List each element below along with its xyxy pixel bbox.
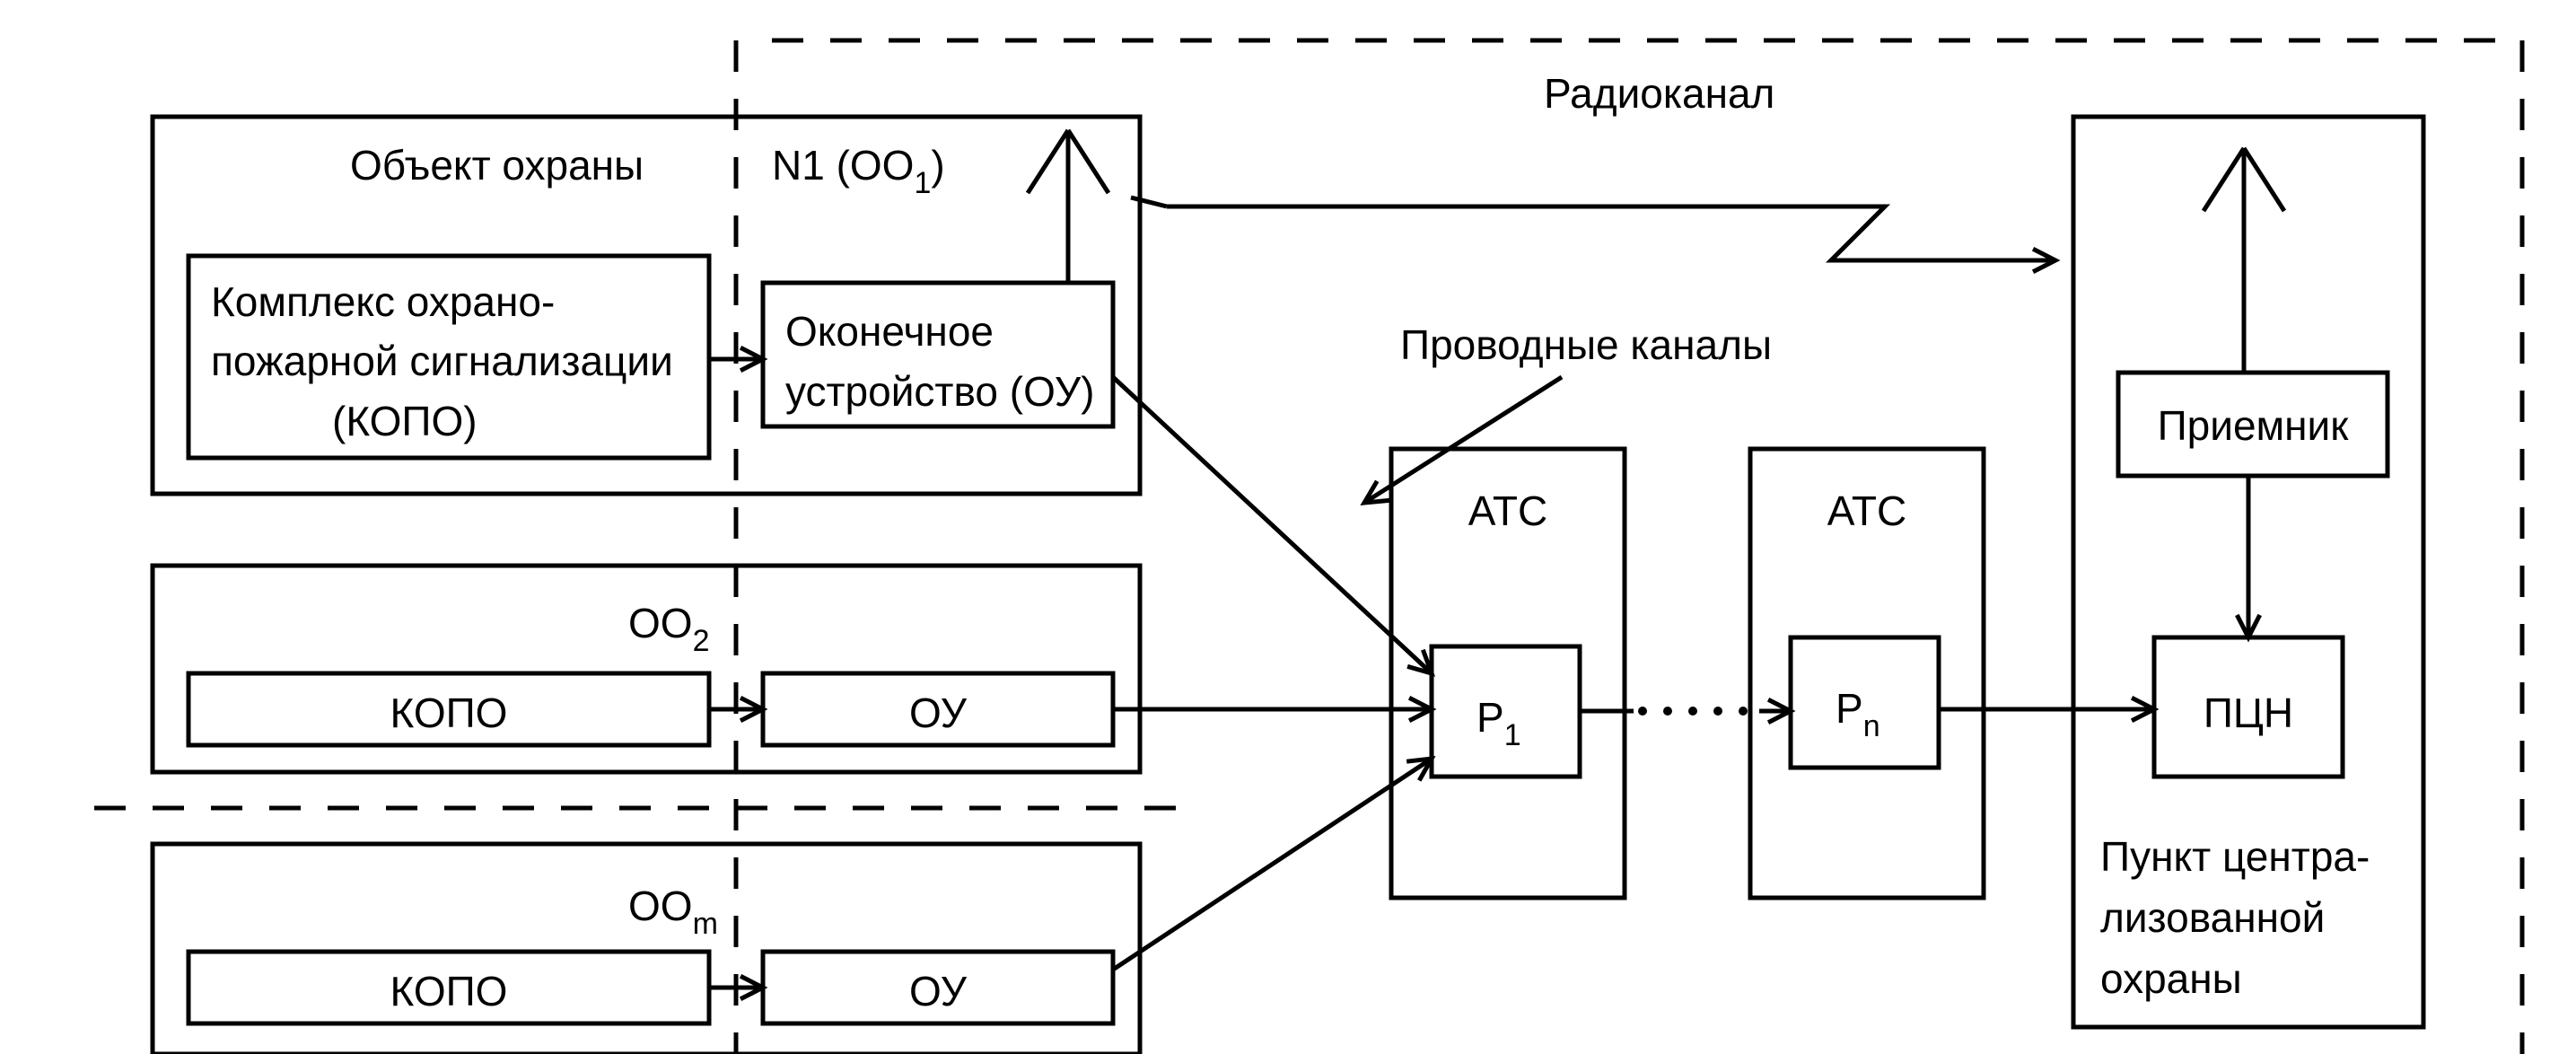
arrow-wire-label-head <box>1364 481 1389 503</box>
kopo1-line3: (КОПО) <box>332 398 478 444</box>
dots-atc <box>1739 707 1748 716</box>
oym-label: ОУ <box>909 968 968 1014</box>
atcn-label: АТС <box>1827 487 1906 534</box>
label-wire-channels: Проводные каналы <box>1400 321 1772 368</box>
kopo1-line1: Комплекс охрано- <box>211 278 555 325</box>
p1-label: Р1 <box>1476 694 1521 752</box>
pn-box <box>1791 637 1939 768</box>
atc1-label: АТС <box>1468 487 1547 534</box>
pn-label: Рn <box>1836 685 1880 743</box>
receiver-label: Приемник <box>2158 402 2350 449</box>
arrow-wire-label-line <box>1364 377 1562 503</box>
radio-zigzag <box>1167 206 2055 260</box>
oy1-line1: Оконечное <box>785 308 994 355</box>
oy1-line2: устройство (ОУ) <box>785 368 1094 415</box>
label-oo1-suffix: N1 (ОО1) <box>772 142 945 200</box>
oo2-outer-box <box>153 566 1140 772</box>
oy2-label: ОУ <box>909 689 968 736</box>
pcn-label: ПЦН <box>2204 689 2293 736</box>
dots-atc <box>1688 707 1697 716</box>
p1-box <box>1432 646 1580 777</box>
central-line2: лизованной <box>2100 894 2325 941</box>
central-line3: охраны <box>2100 955 2242 1002</box>
label-radio-channel: Радиоканал <box>1544 70 1774 117</box>
kopom-label: КОПО <box>390 968 508 1014</box>
kopo2-label: КОПО <box>390 689 508 736</box>
label-oom: ООm <box>628 883 718 941</box>
central-line1: Пункт центра- <box>2100 833 2370 880</box>
dots-atc <box>1638 707 1647 716</box>
kopo1-line2: пожарной сигнализации <box>211 338 673 384</box>
antenna-receiver-r <box>2244 148 2284 211</box>
dots-atc <box>1713 707 1722 716</box>
arrow-oym-p1-line <box>1113 759 1432 970</box>
antenna-oo1-l <box>1028 130 1068 193</box>
radio-start-stub <box>1131 198 1167 206</box>
dots-atc <box>1663 707 1672 716</box>
arrow-oy1-p1-line <box>1113 377 1432 673</box>
label-object-guard: Объект охраны <box>350 142 644 189</box>
label-oo2: ОО2 <box>628 600 709 658</box>
antenna-receiver-l <box>2204 148 2244 211</box>
antenna-oo1-r <box>1068 130 1108 193</box>
